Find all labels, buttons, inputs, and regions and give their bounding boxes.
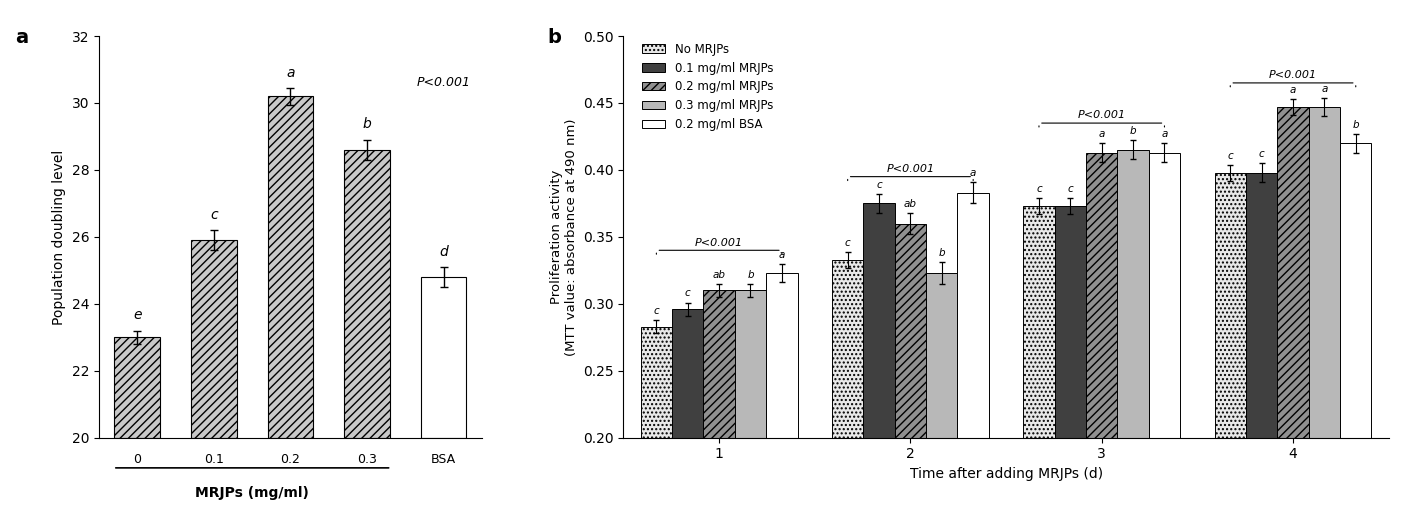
Bar bbox=[1277, 107, 1309, 438]
Bar bbox=[115, 337, 160, 438]
Text: P<0.001: P<0.001 bbox=[1078, 110, 1125, 121]
Text: d: d bbox=[439, 245, 448, 259]
Text: c: c bbox=[1227, 150, 1233, 161]
Bar bbox=[268, 96, 313, 438]
Text: 0.3: 0.3 bbox=[357, 453, 377, 466]
Bar bbox=[1214, 173, 1246, 438]
Text: c: c bbox=[653, 306, 659, 316]
Text: BSA: BSA bbox=[431, 453, 456, 466]
Text: a: a bbox=[16, 28, 28, 47]
Bar bbox=[672, 309, 703, 438]
Bar bbox=[894, 224, 927, 438]
Text: c: c bbox=[1067, 184, 1073, 194]
Text: e: e bbox=[133, 308, 142, 322]
Bar bbox=[640, 327, 672, 438]
Text: c: c bbox=[845, 237, 850, 248]
Text: a: a bbox=[779, 250, 785, 260]
Text: b: b bbox=[1352, 120, 1359, 130]
Legend: No MRJPs, 0.1 mg/ml MRJPs, 0.2 mg/ml MRJPs, 0.3 mg/ml MRJPs, 0.2 mg/ml BSA: No MRJPs, 0.1 mg/ml MRJPs, 0.2 mg/ml MRJ… bbox=[638, 38, 778, 136]
Text: P<0.001: P<0.001 bbox=[417, 76, 470, 89]
Text: a: a bbox=[1162, 129, 1168, 139]
Bar bbox=[421, 277, 466, 438]
Y-axis label: Proliferation activity
(MTT value: absorbance at 490 nm): Proliferation activity (MTT value: absor… bbox=[550, 118, 578, 356]
Bar bbox=[1149, 152, 1180, 438]
Text: c: c bbox=[876, 180, 881, 190]
Bar bbox=[191, 241, 237, 438]
Y-axis label: Population doubling level: Population doubling level bbox=[52, 149, 67, 324]
Text: P<0.001: P<0.001 bbox=[696, 237, 743, 248]
Bar bbox=[344, 150, 390, 438]
Text: a: a bbox=[286, 65, 295, 79]
Text: b: b bbox=[363, 117, 371, 131]
Text: c: c bbox=[1258, 149, 1264, 159]
Bar bbox=[735, 290, 767, 438]
Text: a: a bbox=[1098, 129, 1105, 139]
Bar bbox=[767, 273, 798, 438]
Bar bbox=[1023, 206, 1054, 438]
Text: P<0.001: P<0.001 bbox=[887, 164, 934, 174]
Text: ab: ab bbox=[713, 270, 726, 280]
Text: MRJPs (mg/ml): MRJPs (mg/ml) bbox=[196, 486, 309, 500]
Text: b: b bbox=[747, 270, 754, 280]
Text: c: c bbox=[210, 208, 218, 222]
Bar bbox=[958, 193, 989, 438]
Bar bbox=[927, 273, 958, 438]
Text: c: c bbox=[684, 288, 690, 299]
Bar bbox=[1340, 143, 1372, 438]
Text: a: a bbox=[1321, 83, 1328, 94]
Text: c: c bbox=[1036, 184, 1041, 194]
Text: 0.1: 0.1 bbox=[204, 453, 224, 466]
Text: P<0.001: P<0.001 bbox=[1270, 70, 1316, 80]
Text: b: b bbox=[938, 248, 945, 259]
Bar bbox=[1246, 173, 1277, 438]
Text: ab: ab bbox=[904, 199, 917, 209]
Text: a: a bbox=[971, 168, 976, 178]
Bar bbox=[703, 290, 735, 438]
Bar bbox=[863, 203, 894, 438]
Text: a: a bbox=[1289, 85, 1297, 95]
Bar bbox=[1309, 107, 1340, 438]
Bar bbox=[1118, 150, 1149, 438]
Bar bbox=[832, 260, 863, 438]
Text: 0: 0 bbox=[133, 453, 142, 466]
Text: b: b bbox=[547, 28, 561, 47]
Text: 0.2: 0.2 bbox=[281, 453, 300, 466]
Bar bbox=[1085, 152, 1118, 438]
X-axis label: Time after adding MRJPs (d): Time after adding MRJPs (d) bbox=[910, 467, 1102, 481]
Bar bbox=[1054, 206, 1085, 438]
Text: b: b bbox=[1129, 127, 1136, 136]
